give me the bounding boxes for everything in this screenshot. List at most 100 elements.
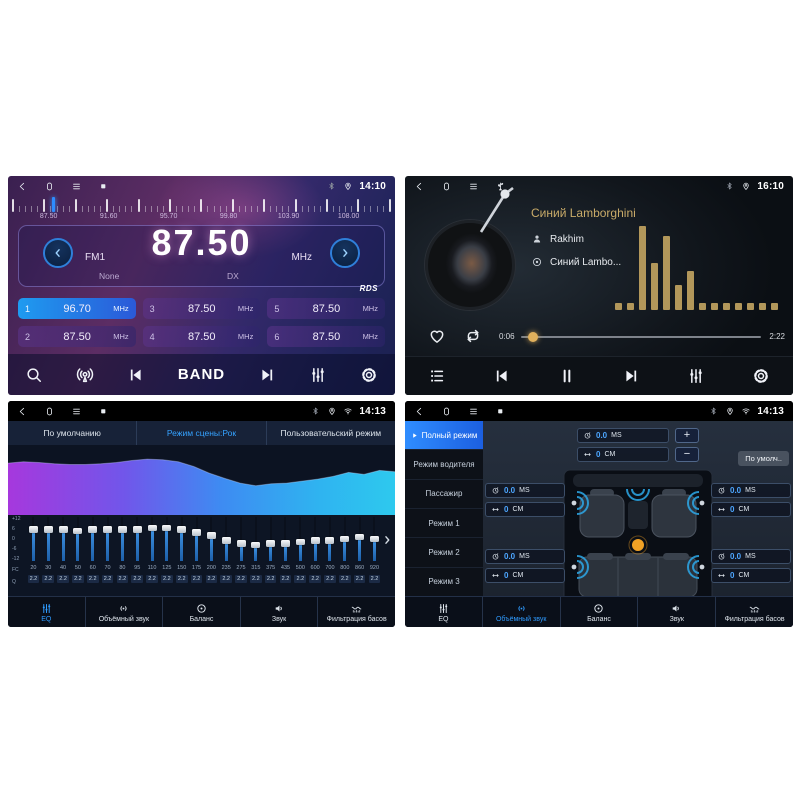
preset-button-3[interactable]: 3 87.50 MHz (142, 298, 261, 319)
tab-eq-mode-2[interactable]: Пользовательский режим (267, 421, 395, 445)
tab-eq-mode-1[interactable]: Режим сцены:Рок (137, 421, 267, 445)
toolbar-eq[interactable]: EQ (8, 597, 86, 627)
slider-knob[interactable] (177, 526, 187, 533)
preset-button-1[interactable]: 1 96.70 MHz (18, 298, 136, 319)
slider-knob[interactable] (117, 526, 127, 533)
eq-band-slider[interactable] (115, 515, 130, 563)
home-button[interactable] (44, 406, 55, 417)
home-button[interactable] (441, 406, 452, 417)
sidebar-mode-1[interactable]: Режим водителя (405, 450, 483, 480)
reset-default-button[interactable]: По умолч.. (738, 451, 789, 466)
home-button[interactable] (44, 181, 55, 192)
pause-button[interactable] (557, 366, 577, 386)
slider-knob[interactable] (325, 537, 335, 544)
dial-needle[interactable] (51, 197, 55, 212)
eq-band-slider[interactable] (263, 515, 278, 563)
sidebar-mode-2[interactable]: Пассажир (405, 480, 483, 509)
search-icon[interactable] (24, 365, 44, 385)
toolbar-surround-sound[interactable]: Объёмный звук (483, 597, 561, 627)
toolbar-balance[interactable]: Баланс (561, 597, 639, 627)
toolbar-sound[interactable]: Звук (638, 597, 717, 627)
slider-knob[interactable] (236, 540, 246, 547)
preset-button-6[interactable]: 6 87.50 MHz (267, 326, 385, 347)
tune-up-button[interactable] (330, 238, 360, 268)
home-button[interactable] (441, 181, 452, 192)
slider-knob[interactable] (192, 529, 202, 536)
slider-knob[interactable] (369, 535, 379, 542)
eq-band-slider[interactable] (26, 515, 41, 563)
slider-knob[interactable] (280, 540, 290, 547)
slider-knob[interactable] (28, 526, 38, 533)
toolbar-sound[interactable]: Звук (241, 597, 319, 627)
menu-button[interactable] (71, 406, 82, 417)
tab-eq-mode-0[interactable]: По умолчанию (8, 421, 138, 445)
eq-band-slider[interactable] (189, 515, 204, 563)
eq-band-slider[interactable] (145, 515, 160, 563)
slider-knob[interactable] (43, 526, 53, 533)
playlist-icon[interactable] (427, 366, 447, 386)
back-button[interactable] (414, 406, 425, 417)
slider-knob[interactable] (221, 537, 231, 544)
next-icon[interactable] (257, 365, 277, 385)
eq-band-slider[interactable] (367, 515, 382, 563)
sidebar-mode-4[interactable]: Режим 2 (405, 538, 483, 568)
equalizer-icon[interactable] (686, 366, 706, 386)
eq-band-slider[interactable] (352, 515, 367, 563)
progress-slider[interactable] (521, 332, 761, 342)
slider-knob[interactable] (132, 526, 142, 533)
slider-knob[interactable] (340, 535, 350, 542)
eq-band-slider[interactable] (323, 515, 338, 563)
listening-position-marker[interactable] (632, 539, 644, 551)
eq-band-slider[interactable] (70, 515, 85, 563)
slider-knob[interactable] (162, 524, 172, 532)
slider-knob[interactable] (266, 540, 276, 547)
back-button[interactable] (17, 181, 28, 192)
preset-button-5[interactable]: 5 87.50 MHz (267, 298, 385, 319)
slider-knob[interactable] (147, 524, 157, 532)
progress-thumb[interactable] (528, 332, 538, 342)
back-button[interactable] (414, 181, 425, 192)
eq-band-slider[interactable] (56, 515, 71, 563)
toolbar-surround-sound[interactable]: Объёмный звук (86, 597, 164, 627)
more-bands-button[interactable] (380, 531, 394, 549)
tuner-dial[interactable] (12, 197, 391, 212)
radio-antenna-icon[interactable] (75, 365, 95, 385)
sidebar-mode-5[interactable]: Режим 3 (405, 568, 483, 597)
previous-icon[interactable] (126, 365, 146, 385)
tune-down-button[interactable] (43, 238, 73, 268)
menu-button[interactable] (468, 406, 479, 417)
settings-icon[interactable] (359, 365, 379, 385)
eq-band-slider[interactable] (159, 515, 174, 563)
equalizer-icon[interactable] (308, 365, 328, 385)
previous-icon[interactable] (492, 366, 512, 386)
toolbar-eq[interactable]: EQ (405, 597, 483, 627)
settings-icon[interactable] (751, 366, 771, 386)
eq-band-slider[interactable] (219, 515, 234, 563)
decrease-button[interactable]: − (675, 447, 699, 462)
slider-knob[interactable] (295, 538, 305, 546)
repeat-button[interactable] (463, 326, 483, 346)
slider-knob[interactable] (88, 526, 98, 533)
eq-band-slider[interactable] (234, 515, 249, 563)
slider-knob[interactable] (103, 526, 113, 533)
eq-band-slider[interactable] (337, 515, 352, 563)
slider-knob[interactable] (310, 537, 320, 544)
eq-band-slider[interactable] (278, 515, 293, 563)
eq-band-slider[interactable] (85, 515, 100, 563)
menu-button[interactable] (468, 181, 479, 192)
band-button[interactable]: BAND (177, 366, 226, 383)
eq-band-slider[interactable] (130, 515, 145, 563)
favorite-button[interactable] (427, 326, 447, 346)
back-button[interactable] (17, 406, 28, 417)
slider-knob[interactable] (251, 541, 261, 549)
toolbar-bass-filter[interactable]: Фильтрация басов (716, 597, 793, 627)
next-icon[interactable] (621, 366, 641, 386)
eq-band-slider[interactable] (308, 515, 323, 563)
preset-button-2[interactable]: 2 87.50 MHz (18, 326, 136, 347)
eq-band-slider[interactable] (100, 515, 115, 563)
eq-band-slider[interactable] (174, 515, 189, 563)
slider-knob[interactable] (73, 527, 83, 535)
preset-button-4[interactable]: 4 87.50 MHz (142, 326, 261, 347)
eq-band-slider[interactable] (204, 515, 219, 563)
increase-button[interactable]: + (675, 428, 699, 443)
